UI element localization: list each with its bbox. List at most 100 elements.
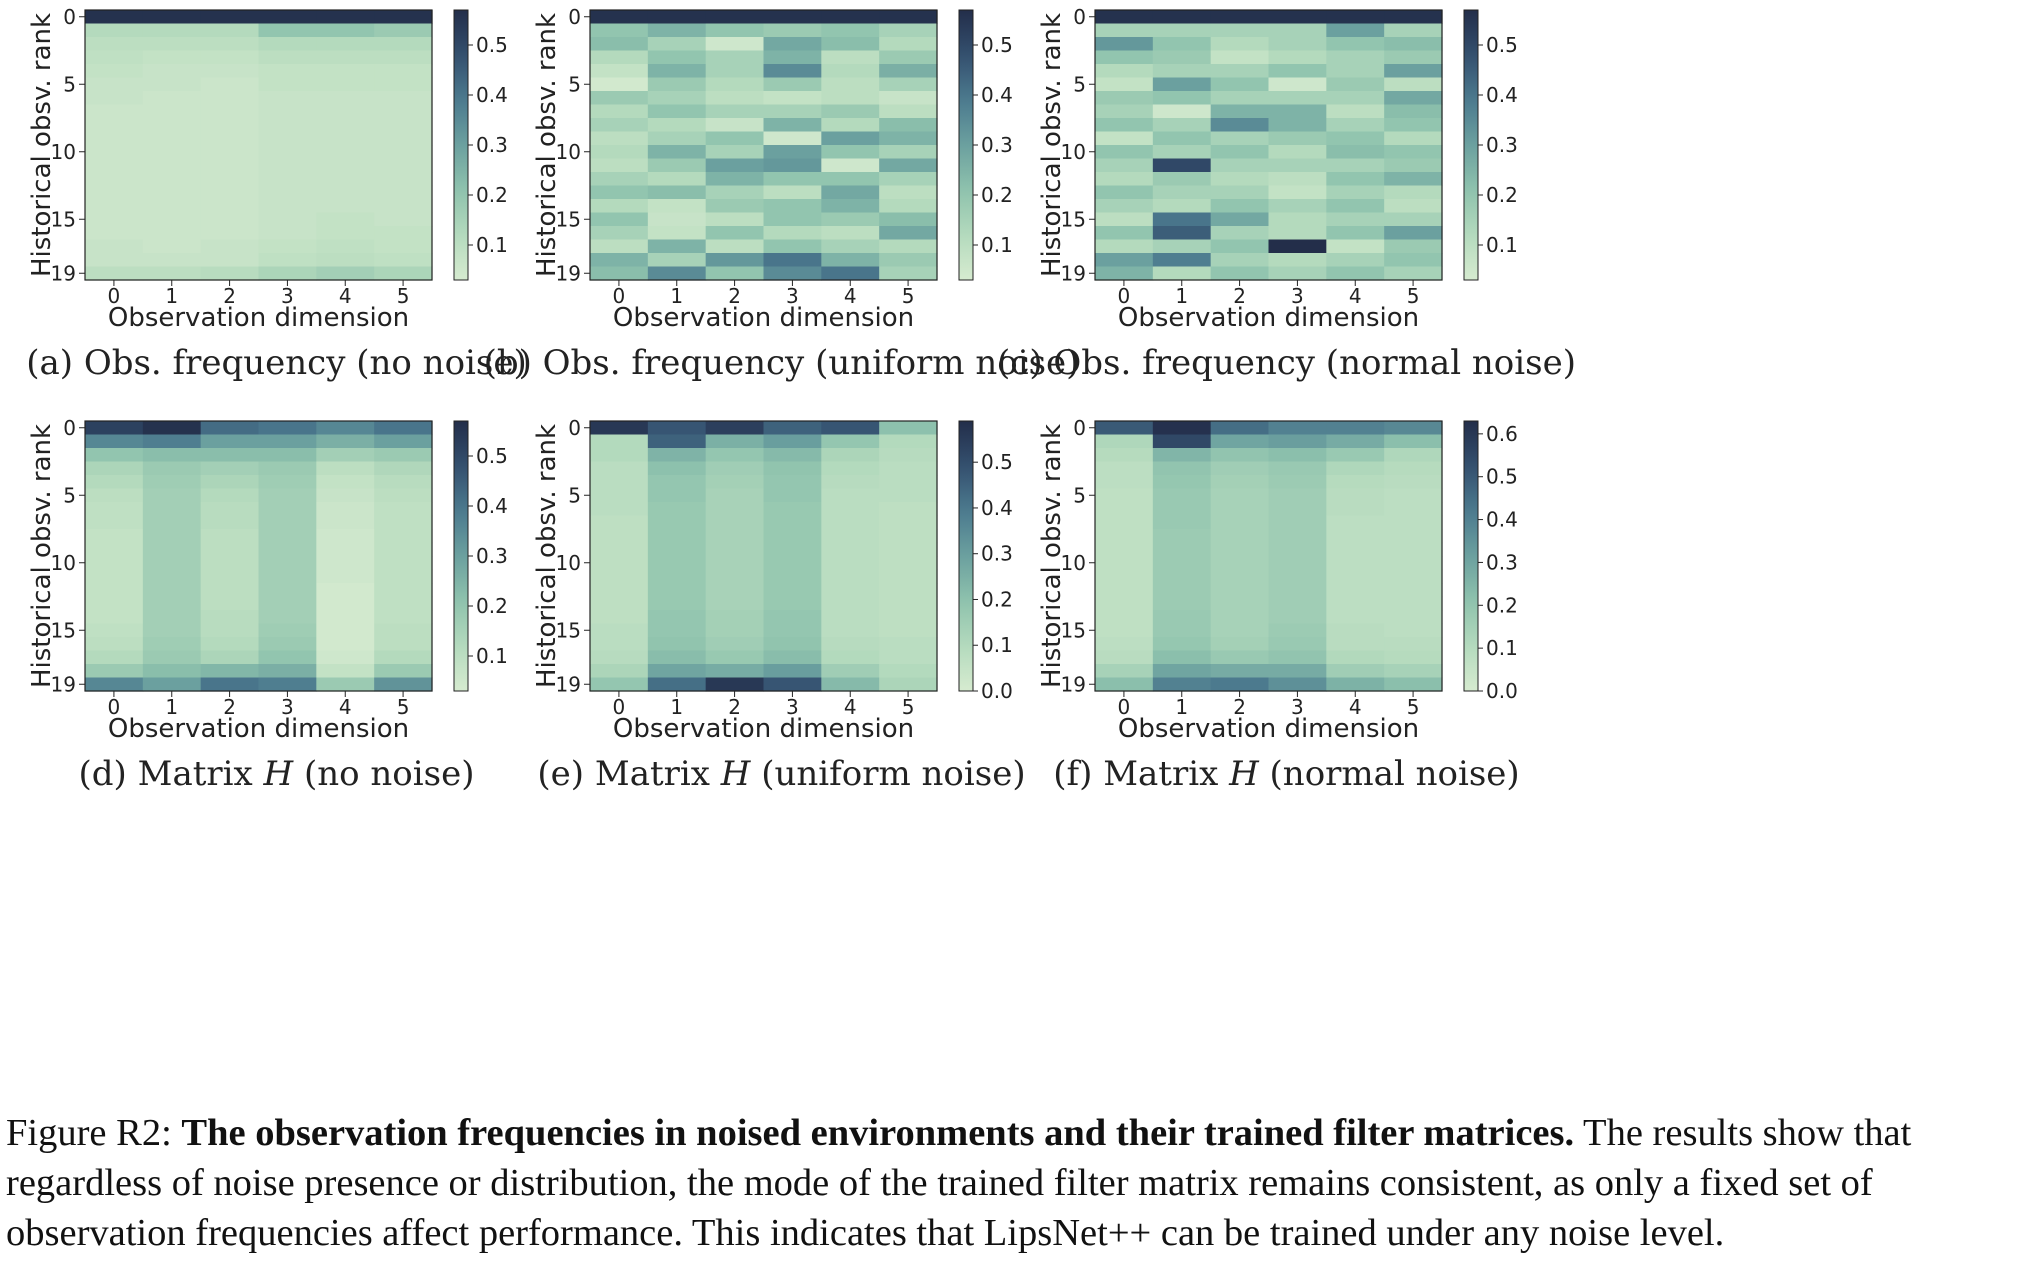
heatmap-cell bbox=[705, 185, 765, 200]
heatmap-cell bbox=[316, 266, 375, 281]
heatmap-cell bbox=[85, 64, 144, 79]
heatmap-cell bbox=[1152, 37, 1212, 52]
colorbar-tick-label: 0.5 bbox=[1486, 33, 1518, 57]
y-tick-label: 5 bbox=[1073, 483, 1086, 507]
heatmap-cell bbox=[1210, 542, 1270, 557]
heatmap-cell bbox=[1326, 502, 1385, 517]
heatmap-cell bbox=[85, 650, 144, 665]
heatmap-cell bbox=[879, 64, 938, 79]
heatmap-cell bbox=[763, 131, 822, 146]
heatmap-cell bbox=[1152, 664, 1212, 679]
heatmap-cell bbox=[590, 118, 649, 133]
colorbar-tick-label: 0.4 bbox=[1486, 83, 1518, 107]
heatmap-cell bbox=[879, 226, 938, 241]
subcaption-text: (normal noise) bbox=[1259, 754, 1520, 794]
heatmap-cell bbox=[705, 50, 765, 65]
x-tick-label: 3 bbox=[281, 695, 294, 719]
heatmap-cell bbox=[821, 77, 880, 92]
heatmap-cell bbox=[200, 488, 260, 503]
heatmap-cell bbox=[763, 158, 822, 173]
heatmap-cell bbox=[879, 118, 938, 133]
heatmap-cell bbox=[879, 515, 938, 530]
heatmap-cell bbox=[647, 131, 707, 146]
heatmap-cell bbox=[590, 172, 649, 187]
heatmap-cell bbox=[647, 50, 707, 65]
heatmap-cell bbox=[142, 253, 202, 268]
heatmap-cell bbox=[142, 37, 202, 52]
heatmap-cell bbox=[1095, 664, 1154, 679]
heatmap-cell bbox=[142, 91, 202, 106]
heatmap-cell bbox=[705, 502, 765, 517]
heatmap-cell bbox=[258, 475, 317, 490]
heatmap-cell bbox=[1268, 637, 1327, 652]
heatmap-cell bbox=[258, 529, 317, 544]
heatmap-cell bbox=[142, 239, 202, 254]
heatmap-cell bbox=[1210, 637, 1270, 652]
heatmap-cell bbox=[316, 637, 375, 652]
heatmap-cell bbox=[374, 515, 433, 530]
heatmap-cell bbox=[1095, 10, 1154, 25]
heatmap-cell bbox=[1095, 515, 1154, 530]
y-tick-label: 15 bbox=[556, 207, 581, 231]
y-tick-label: 5 bbox=[1073, 72, 1086, 96]
heatmap-cell bbox=[1210, 502, 1270, 517]
heatmap-cell bbox=[879, 488, 938, 503]
heatmap-cell bbox=[821, 10, 880, 25]
heatmap-cell bbox=[1268, 461, 1327, 476]
heatmap-cell bbox=[200, 91, 260, 106]
heatmap-cell bbox=[590, 542, 649, 557]
heatmap-cell bbox=[647, 502, 707, 517]
heatmap-cell bbox=[374, 475, 433, 490]
heatmap-cell bbox=[763, 421, 822, 436]
heatmap-cell bbox=[1152, 677, 1212, 692]
heatmap-cell bbox=[85, 529, 144, 544]
heatmap-cell bbox=[590, 253, 649, 268]
subcaption-label: (a) bbox=[26, 343, 84, 383]
heatmap-cell bbox=[1095, 448, 1154, 463]
heatmap-cell bbox=[821, 515, 880, 530]
heatmap-cell bbox=[85, 253, 144, 268]
heatmap-cell bbox=[1095, 37, 1154, 52]
heatmap-cell bbox=[142, 583, 202, 598]
heatmap-cell bbox=[142, 50, 202, 65]
plot-frame bbox=[84, 420, 433, 692]
heatmap-cell bbox=[316, 172, 375, 187]
heatmap-cell bbox=[374, 50, 433, 65]
heatmap-cell bbox=[1210, 64, 1270, 79]
colorbar-tick-label: 0.1 bbox=[1486, 233, 1518, 257]
heatmap-cell bbox=[1152, 266, 1212, 281]
x-tick-label: 5 bbox=[1407, 284, 1420, 308]
heatmap-cell bbox=[1210, 421, 1270, 436]
x-tick-label: 3 bbox=[281, 284, 294, 308]
heatmap-cell bbox=[1384, 23, 1443, 38]
heatmap-cell bbox=[1384, 185, 1443, 200]
heatmap-cell bbox=[258, 515, 317, 530]
heatmap-cell bbox=[316, 131, 375, 146]
heatmap-cell bbox=[200, 637, 260, 652]
heatmap-cell bbox=[258, 158, 317, 173]
y-tick-label: 5 bbox=[63, 483, 76, 507]
heatmap-cell bbox=[374, 596, 433, 611]
heatmap-cell bbox=[142, 104, 202, 119]
heatmap-cell bbox=[85, 226, 144, 241]
heatmap-cell bbox=[200, 650, 260, 665]
colorbar bbox=[1463, 420, 1479, 692]
heatmap-cell bbox=[316, 448, 375, 463]
heatmap-cell bbox=[590, 145, 649, 160]
x-tick-label: 4 bbox=[1349, 695, 1362, 719]
heatmap-cell bbox=[316, 158, 375, 173]
plot-frame bbox=[84, 9, 433, 281]
subcaption-label: (e) bbox=[537, 754, 594, 794]
x-axis-label: Observation dimension bbox=[1118, 714, 1419, 744]
heatmap-cell bbox=[142, 172, 202, 187]
heatmap-cell bbox=[821, 131, 880, 146]
heatmap-cell bbox=[647, 623, 707, 638]
heatmap-cell bbox=[1152, 650, 1212, 665]
heatmap-cell bbox=[85, 421, 144, 436]
heatmap-cell bbox=[1268, 583, 1327, 598]
heatmap-cell bbox=[705, 226, 765, 241]
heatmap-cell bbox=[1268, 529, 1327, 544]
heatmap-cell bbox=[879, 185, 938, 200]
heatmap-cell bbox=[879, 664, 938, 679]
heatmap-cell bbox=[142, 23, 202, 38]
